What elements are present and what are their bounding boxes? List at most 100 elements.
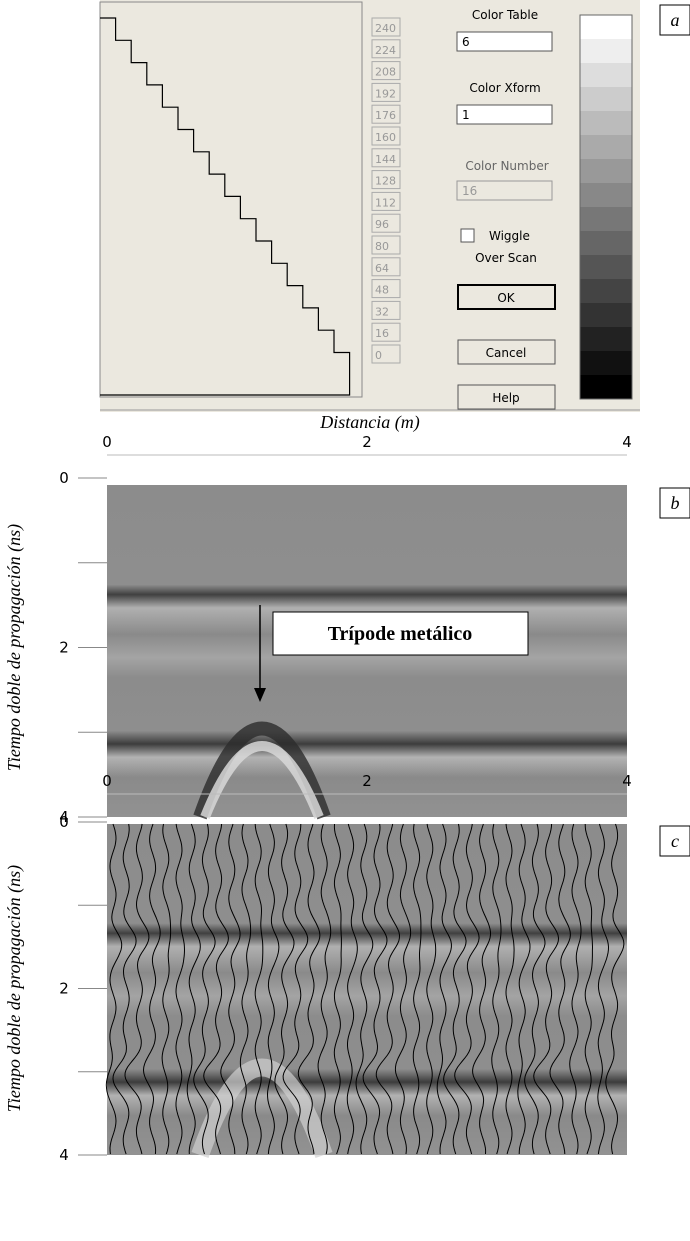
level-label: 48 xyxy=(375,284,389,297)
wiggle-trace xyxy=(186,823,201,1155)
wiggle-trace xyxy=(297,823,321,1155)
wiggle-trace xyxy=(454,823,480,1155)
swatch xyxy=(580,159,632,183)
annotation: Trípode metálico xyxy=(328,623,473,645)
level-box xyxy=(371,170,401,190)
wiggle-trace xyxy=(412,823,422,1155)
level-label: 112 xyxy=(375,196,396,209)
level-box xyxy=(371,39,401,59)
wiggle-trace xyxy=(124,823,150,1155)
wiggle-trace xyxy=(605,823,625,1155)
hyperbola xyxy=(191,1058,333,1159)
wiggle-trace xyxy=(426,823,437,1155)
wiggle-trace xyxy=(549,823,571,1155)
spin-box[interactable] xyxy=(456,104,553,125)
button-label[interactable]: Help xyxy=(492,391,519,405)
x-tick-label: 4 xyxy=(622,772,632,790)
level-box xyxy=(371,235,401,255)
wiggle-trace xyxy=(375,823,401,1155)
wiggle-trace xyxy=(161,823,172,1155)
panel-label: a xyxy=(671,10,680,30)
panel-label-box xyxy=(659,4,690,36)
panel-label: b xyxy=(671,493,680,513)
hyperbola xyxy=(200,741,324,819)
wiggle-trace xyxy=(394,823,412,1155)
wiggle-trace xyxy=(597,823,610,1155)
wiggle-trace xyxy=(472,823,491,1155)
level-box xyxy=(371,126,401,146)
swatch xyxy=(580,375,632,399)
level-box xyxy=(371,213,401,233)
level-label: 160 xyxy=(375,131,396,144)
swatch xyxy=(580,231,632,255)
swatch xyxy=(580,111,632,135)
controls: Color Table 6 Color Xform 1 Color Number… xyxy=(456,8,556,410)
wiggle-trace xyxy=(517,823,531,1155)
swatch xyxy=(580,327,632,351)
label: Color Table xyxy=(472,8,538,22)
y-tick-label: 0 xyxy=(59,813,69,831)
swatch xyxy=(580,207,632,231)
level-label: 224 xyxy=(375,44,396,57)
staircase xyxy=(100,17,351,396)
level-label: 208 xyxy=(375,66,396,79)
wiggle-trace xyxy=(112,823,137,1155)
level-label: 96 xyxy=(375,218,389,231)
wiggle-trace xyxy=(266,823,280,1155)
hyperbola xyxy=(193,721,331,820)
spin-value: 1 xyxy=(462,108,470,122)
level-box xyxy=(371,82,401,102)
wiggle-trace xyxy=(193,823,216,1155)
annotation-box xyxy=(272,611,529,656)
level-box xyxy=(371,300,401,320)
level-box xyxy=(371,17,401,37)
wiggle-trace xyxy=(436,823,452,1155)
checkbox[interactable] xyxy=(460,228,475,243)
level-box xyxy=(371,257,401,277)
panel-label-box xyxy=(659,487,690,519)
wiggle-trace xyxy=(524,823,546,1155)
spin-box[interactable] xyxy=(456,31,553,52)
level-box xyxy=(371,344,401,364)
level-label: 240 xyxy=(375,22,396,35)
swatch xyxy=(580,183,632,207)
level-box xyxy=(371,104,401,124)
y-tick-label: 4 xyxy=(59,808,69,826)
wiggle-trace xyxy=(105,823,123,1155)
x-tick-label: 4 xyxy=(622,433,632,451)
wiggle-trace xyxy=(362,823,388,1155)
button[interactable] xyxy=(457,284,556,310)
swatch xyxy=(580,15,632,39)
y-axis-label: Tiempo doble de propagación (ns) xyxy=(4,524,25,771)
stair-line xyxy=(100,17,351,396)
wiggle-trace xyxy=(317,823,332,1155)
wiggle-trace xyxy=(175,823,186,1155)
wiggle-trace xyxy=(220,823,241,1155)
arrow-head xyxy=(254,688,266,702)
button-label[interactable]: Cancel xyxy=(486,346,527,360)
color-table-swatches xyxy=(579,14,633,400)
panel-label-box xyxy=(659,825,690,857)
button[interactable] xyxy=(457,339,556,365)
wiggle-trace xyxy=(355,823,374,1155)
level-label: 128 xyxy=(375,175,396,188)
swatch xyxy=(580,303,632,327)
button-label[interactable]: OK xyxy=(497,291,515,305)
wiggle-trace xyxy=(491,823,502,1155)
radargram xyxy=(107,824,627,1155)
wiggle-trace xyxy=(443,823,467,1155)
checkbox-label: Wiggle xyxy=(489,229,530,243)
wiggle-trace xyxy=(533,823,560,1155)
level-label: 144 xyxy=(375,153,396,166)
level-box xyxy=(371,148,401,168)
wiggle-trace xyxy=(346,823,358,1155)
label: Color Xform xyxy=(469,81,540,95)
button[interactable] xyxy=(457,384,556,410)
level-label: 192 xyxy=(375,87,396,100)
swatch xyxy=(580,63,632,87)
x-axis-label: Distancia (m) xyxy=(319,412,419,433)
x-tick-label: 2 xyxy=(362,433,372,451)
